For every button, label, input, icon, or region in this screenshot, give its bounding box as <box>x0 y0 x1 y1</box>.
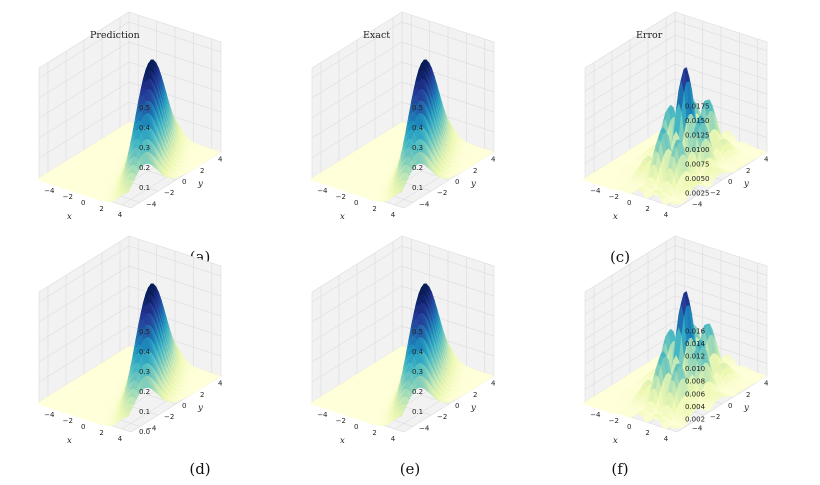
x-tick-label: −2 <box>336 193 346 201</box>
x-tick-label: −2 <box>609 193 619 201</box>
x-axis-label: x <box>340 212 345 222</box>
z-tick-label: 0.0075 <box>685 161 710 169</box>
gridline <box>38 21 130 79</box>
gridline <box>38 41 130 99</box>
y-tick-label: −4 <box>692 200 703 208</box>
gridline <box>128 21 222 53</box>
panel-caption: (c) <box>610 248 630 266</box>
gridline <box>128 61 222 93</box>
y-tick-label: 2 <box>473 167 477 175</box>
z-tick-label: 0.0100 <box>685 146 710 154</box>
y-tick-label: 2 <box>746 167 750 175</box>
x-tick-label: −2 <box>63 193 73 201</box>
y-tick-label: −2 <box>164 189 174 197</box>
z-tick-label: 0.5 <box>139 104 150 112</box>
y-tick-label: 4 <box>764 156 769 164</box>
z-tick-label: 0.4 <box>139 124 151 132</box>
y-tick-label: 2 <box>200 167 204 175</box>
z-tick-label: 0.0150 <box>685 117 710 125</box>
z-tick-label: 0.1 <box>139 184 150 192</box>
x-tick-label: 4 <box>664 211 669 219</box>
y-axis-label: y <box>197 179 203 189</box>
y-tick-label: 4 <box>218 156 223 164</box>
gridline <box>38 81 130 139</box>
x-tick-label: −4 <box>590 187 601 195</box>
z-tick-label: 0.0125 <box>685 132 710 140</box>
panel-a: 0.1 0.2 0.3 0.4 0.5 −4 −2 0 2 4 −4 −2 0 2 4 x y Predictio… <box>36 11 223 266</box>
x-tick-label: 0 <box>354 199 358 207</box>
gridline <box>38 101 130 159</box>
x-tick-label: −4 <box>317 187 328 195</box>
x-tick-label: 0 <box>627 199 631 207</box>
gridline <box>128 41 222 73</box>
x-tick-label: 2 <box>99 205 103 213</box>
panel-title: Error <box>636 30 663 41</box>
x-tick-label: 2 <box>645 205 649 213</box>
y-tick-label: 0 <box>728 178 732 186</box>
y-tick-label: −2 <box>710 189 720 197</box>
y-tick-label: −4 <box>146 200 157 208</box>
panel-title: Exact <box>363 30 390 41</box>
x-tick-label: 2 <box>372 205 376 213</box>
z-tick-label: 0.0175 <box>685 103 710 111</box>
z-tick-label: 0.2 <box>139 164 150 172</box>
x-axis-label: x <box>613 212 618 222</box>
z-tick-label: 0.0050 <box>685 175 710 183</box>
z-tick-label: 0.2 <box>412 164 423 172</box>
y-tick-label: 0 <box>182 178 186 186</box>
z-tick-label: 0.4 <box>412 124 424 132</box>
y-tick-label: 4 <box>491 156 496 164</box>
panel-title: Prediction <box>90 30 140 41</box>
y-axis-label: y <box>470 179 476 189</box>
panel-c: 0.0025 0.0050 0.0075 0.0100 0.0125 0.0150 0.01… <box>582 11 769 266</box>
x-tick-label: 0 <box>81 199 85 207</box>
z-tick-label: 0.5 <box>412 104 423 112</box>
y-tick-label: 0 <box>455 178 459 186</box>
y-tick-label: −4 <box>419 200 430 208</box>
z-tick-label: 0.0025 <box>685 190 710 198</box>
z-tick-label: 0.3 <box>412 144 423 152</box>
z-tick-label: 0.3 <box>139 144 150 152</box>
z-tick-label: 0.1 <box>412 184 423 192</box>
x-tick-label: 4 <box>391 211 396 219</box>
x-tick-label: −4 <box>44 187 55 195</box>
gridline <box>38 61 130 119</box>
x-tick-label: 4 <box>118 211 123 219</box>
x-axis-label: x <box>67 212 72 222</box>
y-axis-label: y <box>743 179 749 189</box>
y-tick-label: −2 <box>437 189 447 197</box>
